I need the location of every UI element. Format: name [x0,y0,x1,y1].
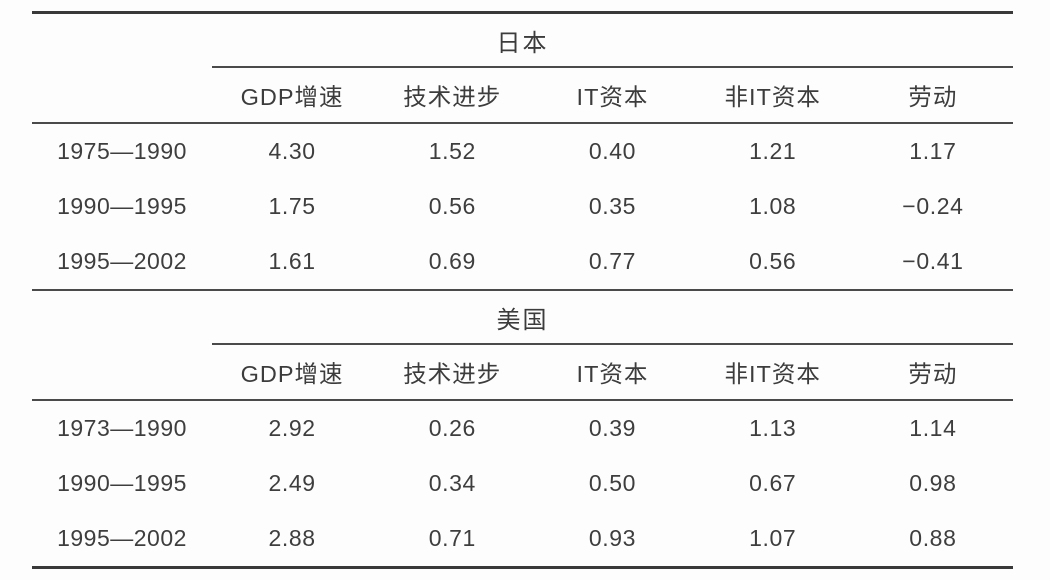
period-cell: 1995—2002 [57,248,187,274]
value-cell-tech-progress: 0.34 [428,470,476,496]
value-cell-gdp-growth: 2.92 [268,415,316,441]
japan-title-rule [212,66,1013,68]
growth-accounting-table: 日本 GDP增速 技术进步 IT资本 非IT资本 劳动 1975—1990 4.… [32,11,1013,569]
value-cell-labor: 1.17 [909,138,957,164]
period-cell: 1973—1990 [57,415,187,441]
value-cell-labor: −0.24 [902,193,964,219]
value-cell-non-it-capital: 0.56 [749,248,797,274]
table-row-usa-1995-2002: 1995—2002 2.88 0.71 0.93 1.07 0.88 [32,511,1013,566]
japan-col-header-labor: 劳动 [908,84,958,110]
value-cell-tech-progress: 0.71 [428,525,476,551]
usa-header-bottom-rule [32,399,1013,401]
value-cell-labor: −0.41 [902,248,964,274]
table-row-usa-1990-1995: 1990—1995 2.49 0.34 0.50 0.67 0.98 [32,456,1013,511]
table-row-japan-1990-1995: 1990—1995 1.75 0.56 0.35 1.08 −0.24 [32,179,1013,234]
value-cell-it-capital: 0.93 [588,525,637,551]
usa-title-rule-wrap [32,343,1013,345]
value-cell-labor: 1.14 [909,415,957,441]
value-cell-non-it-capital: 0.67 [749,470,797,496]
value-cell-it-capital: 0.35 [588,193,637,219]
japan-header-bottom-rule [32,122,1013,124]
table-row-usa-1973-1990: 1973—1990 2.92 0.26 0.39 1.13 1.14 [32,401,1013,456]
period-cell: 1990—1995 [57,470,187,496]
usa-col-header-tech-progress: 技术进步 [403,361,502,387]
usa-header-row: GDP增速 技术进步 IT资本 非IT资本 劳动 [32,345,1013,399]
value-cell-gdp-growth: 1.61 [268,248,316,274]
value-cell-tech-progress: 1.52 [428,138,476,164]
value-cell-non-it-capital: 1.21 [749,138,797,164]
section-divider-rule [32,289,1013,291]
value-cell-it-capital: 0.40 [588,138,637,164]
value-cell-gdp-growth: 1.75 [268,193,316,219]
value-cell-gdp-growth: 2.88 [268,525,316,551]
usa-col-header-non-it-capital: 非IT资本 [724,361,821,387]
period-cell: 1990—1995 [57,193,187,219]
value-cell-gdp-growth: 2.49 [268,470,316,496]
japan-col-header-non-it-capital: 非IT资本 [724,84,821,110]
table-bottom-rule [32,566,1013,569]
usa-col-header-gdp-growth: GDP增速 [240,361,344,387]
table-row-japan-1975-1990: 1975—1990 4.30 1.52 0.40 1.21 1.17 [32,124,1013,179]
value-cell-labor: 0.88 [909,525,957,551]
value-cell-tech-progress: 0.26 [428,415,476,441]
japan-col-header-tech-progress: 技术进步 [403,84,502,110]
value-cell-tech-progress: 0.56 [428,193,476,219]
value-cell-it-capital: 0.50 [588,470,637,496]
value-cell-it-capital: 0.39 [588,415,637,441]
japan-col-header-it-capital: IT资本 [576,84,649,110]
section-title-usa: 美国 [496,306,549,334]
usa-title-rule [212,343,1013,345]
usa-col-header-it-capital: IT资本 [576,361,649,387]
japan-col-header-gdp-growth: GDP增速 [240,84,344,110]
period-cell: 1995—2002 [57,525,187,551]
period-cell: 1975—1990 [57,138,187,164]
value-cell-non-it-capital: 1.08 [749,193,797,219]
usa-col-header-labor: 劳动 [908,361,958,387]
table-top-rule [32,11,1013,14]
table-row-japan-1995-2002: 1995—2002 1.61 0.69 0.77 0.56 −0.41 [32,234,1013,289]
value-cell-gdp-growth: 4.30 [268,138,316,164]
japan-header-row: GDP增速 技术进步 IT资本 非IT资本 劳动 [32,68,1013,122]
value-cell-it-capital: 0.77 [588,248,637,274]
value-cell-labor: 0.98 [909,470,957,496]
value-cell-non-it-capital: 1.13 [749,415,797,441]
japan-title-rule-wrap [32,66,1013,68]
section-title-japan: 日本 [496,29,549,57]
value-cell-non-it-capital: 1.07 [749,525,797,551]
value-cell-tech-progress: 0.69 [428,248,476,274]
